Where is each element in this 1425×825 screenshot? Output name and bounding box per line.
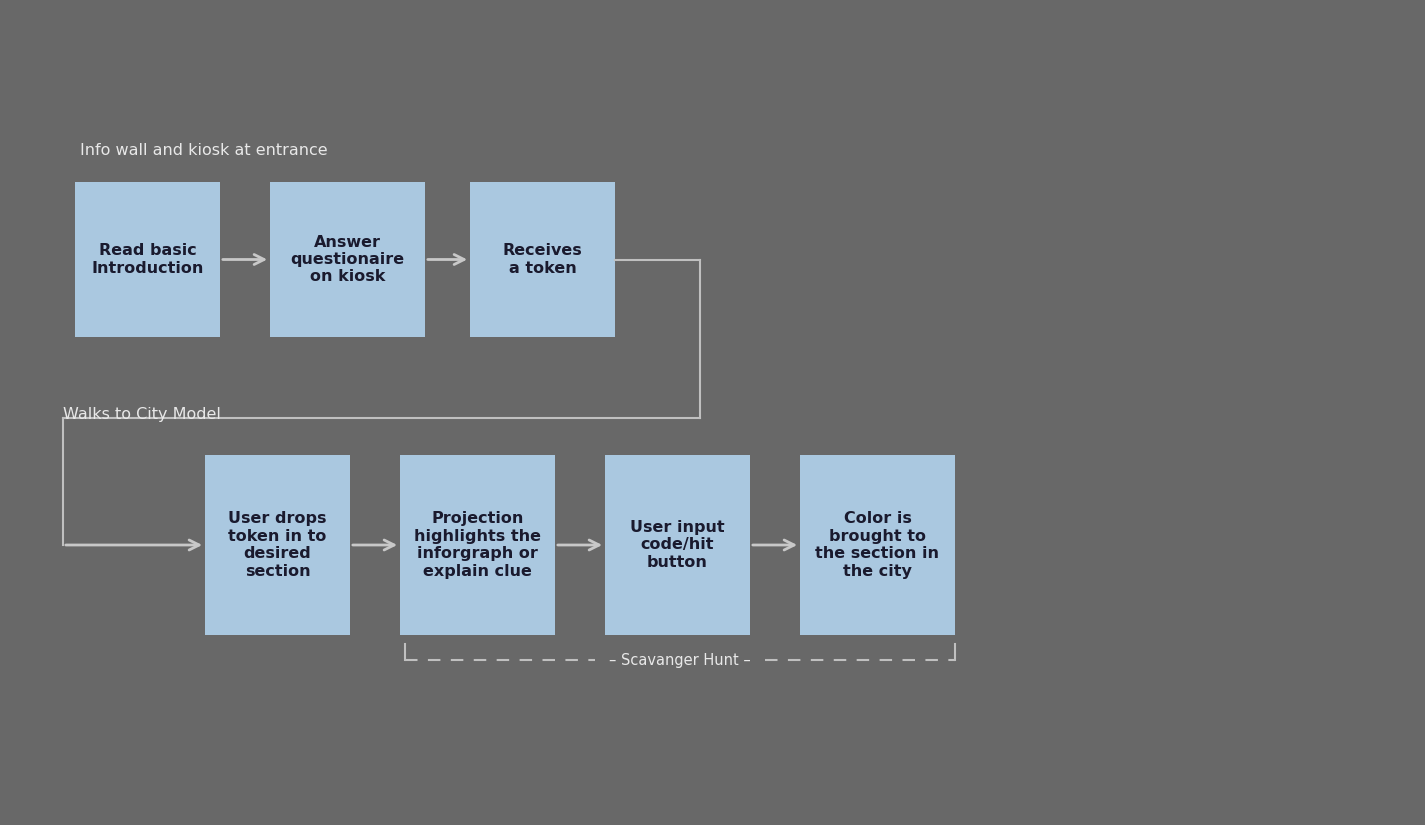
FancyBboxPatch shape [400, 455, 554, 635]
Text: Color is
brought to
the section in
the city: Color is brought to the section in the c… [815, 512, 939, 578]
Text: User input
code/hit
button: User input code/hit button [630, 520, 725, 570]
Text: Walks to City Model: Walks to City Model [63, 408, 221, 422]
Text: – Scavanger Hunt –: – Scavanger Hunt – [608, 653, 751, 667]
Text: Read basic
Introduction: Read basic Introduction [91, 243, 204, 276]
FancyBboxPatch shape [470, 182, 616, 337]
FancyBboxPatch shape [76, 182, 219, 337]
FancyBboxPatch shape [799, 455, 955, 635]
Text: Answer
questionaire
on kiosk: Answer questionaire on kiosk [291, 234, 405, 285]
Text: Receives
a token: Receives a token [503, 243, 583, 276]
Text: Projection
highlights the
inforgraph or
explain clue: Projection highlights the inforgraph or … [415, 512, 542, 578]
Text: User drops
token in to
desired
section: User drops token in to desired section [228, 512, 326, 578]
FancyBboxPatch shape [205, 455, 351, 635]
FancyBboxPatch shape [606, 455, 750, 635]
Text: Info wall and kiosk at entrance: Info wall and kiosk at entrance [80, 143, 328, 158]
FancyBboxPatch shape [269, 182, 425, 337]
